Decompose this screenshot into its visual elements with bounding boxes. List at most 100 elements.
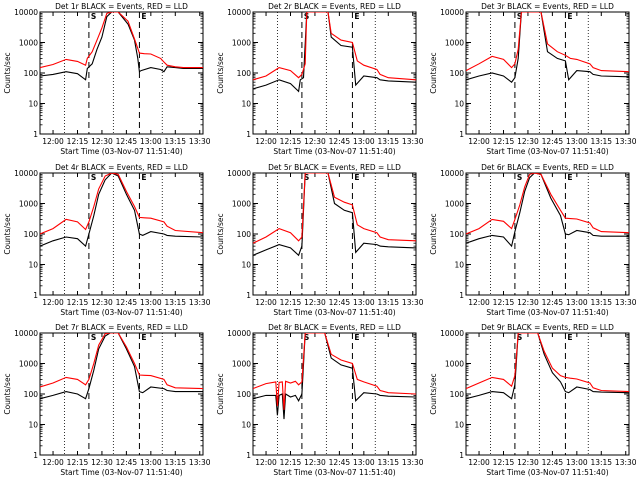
y-tick-label: 1	[246, 291, 251, 300]
x-tick-label: 13:30	[189, 458, 211, 467]
lld-series-line	[253, 333, 416, 410]
x-axis-label: Start Time (03-Nov-07 11:51:40)	[273, 147, 395, 156]
y-axis-label: Counts/sec	[429, 373, 438, 414]
y-tick-label: 100	[450, 390, 465, 399]
panel-9: S E 12:00 12:15 12:30 12:45 13:00 13:15 13:30 1 10…	[429, 323, 637, 477]
panel-4: S E 12:00 12:15 12:30 12:45 13:00 13:15 13:30 1 10…	[3, 163, 211, 317]
x-tick-label: 12:45	[542, 137, 564, 146]
y-tick-label: 1	[33, 291, 38, 300]
x-tick-label: 13:00	[140, 137, 162, 146]
y-tick-label: 10	[28, 100, 38, 109]
x-axis-label: Start Time (03-Nov-07 11:51:40)	[486, 308, 608, 317]
y-tick-label: 1	[459, 130, 464, 139]
x-tick-label: 13:15	[164, 298, 186, 307]
top-marker-e: E	[141, 333, 146, 342]
x-tick-label: 12:30	[304, 458, 326, 467]
x-tick-label: 13:30	[189, 298, 211, 307]
x-tick-label: 12:30	[517, 298, 539, 307]
y-tick-label: 100	[450, 69, 465, 78]
x-tick-label: 12:15	[67, 137, 89, 146]
panel-3: S E 12:00 12:15 12:30 12:45 13:00 13:15 13:30 1 10…	[429, 2, 637, 156]
x-tick-label: 13:15	[590, 137, 612, 146]
lld-series-line	[466, 333, 629, 393]
x-tick-label: 13:15	[164, 137, 186, 146]
y-tick-label: 1000	[445, 360, 464, 369]
top-marker-s: S	[91, 12, 96, 21]
x-tick-label: 12:15	[493, 458, 515, 467]
events-series-line	[40, 333, 203, 400]
events-series-line	[466, 333, 629, 400]
y-axis-label: Counts/sec	[429, 213, 438, 254]
y-tick-label: 10000	[227, 169, 251, 178]
x-tick-label: 12:00	[42, 298, 64, 307]
panel-title: Det 1r BLACK = Events, RED = LLD	[55, 2, 188, 11]
x-tick-label: 12:30	[517, 458, 539, 467]
x-tick-label: 13:00	[140, 458, 162, 467]
panel-5: S E 12:00 12:15 12:30 12:45 13:00 13:15 13:30 1 10…	[216, 163, 424, 317]
y-tick-label: 10	[241, 261, 251, 270]
x-tick-label: 13:00	[566, 137, 588, 146]
x-tick-label: 12:15	[280, 298, 302, 307]
x-tick-label: 12:15	[280, 458, 302, 467]
top-marker-e: E	[141, 173, 146, 182]
panel-title: Det 5r BLACK = Events, RED = LLD	[268, 163, 401, 172]
y-tick-label: 1000	[445, 39, 464, 48]
events-series-line	[40, 12, 203, 81]
y-axis-label: Counts/sec	[3, 373, 12, 414]
x-tick-label: 12:00	[42, 137, 64, 146]
panel-title: Det 4r BLACK = Events, RED = LLD	[55, 163, 188, 172]
y-tick-label: 100	[237, 230, 252, 239]
events-series-line	[466, 12, 629, 83]
lld-series-line	[466, 173, 629, 235]
x-tick-label: 13:00	[566, 458, 588, 467]
x-axis-label: Start Time (03-Nov-07 11:51:40)	[273, 468, 395, 477]
y-tick-label: 10	[454, 421, 464, 430]
x-tick-label: 12:45	[116, 298, 138, 307]
top-marker-s: S	[517, 173, 522, 182]
lld-series-line	[466, 12, 629, 73]
x-tick-label: 12:45	[542, 458, 564, 467]
top-marker-s: S	[91, 173, 96, 182]
y-tick-label: 10000	[227, 8, 251, 17]
y-tick-label: 1	[459, 291, 464, 300]
y-tick-label: 10000	[440, 8, 464, 17]
y-tick-label: 1000	[445, 200, 464, 209]
panel-title: Det 8r BLACK = Events, RED = LLD	[268, 323, 401, 332]
x-tick-label: 12:00	[468, 137, 490, 146]
y-axis-label: Counts/sec	[3, 213, 12, 254]
x-tick-label: 12:15	[67, 298, 89, 307]
x-axis-label: Start Time (03-Nov-07 11:51:40)	[273, 308, 395, 317]
x-tick-label: 13:00	[353, 458, 375, 467]
y-tick-label: 10000	[440, 329, 464, 338]
y-tick-label: 10	[28, 261, 38, 270]
y-tick-label: 10	[241, 421, 251, 430]
panel-2: S E12:00 12:15 12:30 12:45 13:00 13:15 13:30110…	[216, 2, 424, 156]
events-series-line	[253, 173, 416, 257]
y-tick-label: 10000	[440, 169, 464, 178]
top-marker-s: S	[517, 12, 522, 21]
panel-title: Det 3r BLACK = Events, RED = LLD	[481, 2, 614, 11]
x-tick-label: 13:30	[615, 298, 637, 307]
x-axis-label: Start Time (03-Nov-07 11:51:40)	[60, 147, 182, 156]
y-tick-label: 100	[237, 390, 252, 399]
x-tick-label: 13:15	[377, 137, 399, 146]
events-series-line	[253, 333, 416, 420]
x-tick-label: 13:30	[189, 137, 211, 146]
panel-title: Det 7r BLACK = Events, RED = LLD	[55, 323, 188, 332]
y-axis-label: Counts/sec	[216, 373, 225, 414]
lld-series-line	[40, 173, 203, 235]
x-tick-label: 12:30	[91, 458, 113, 467]
x-tick-label: 12:30	[304, 137, 326, 146]
y-tick-label: 1000	[232, 200, 251, 209]
y-tick-label: 1000	[232, 39, 251, 48]
x-tick-label: 12:30	[304, 298, 326, 307]
panel-title: Det 6r BLACK = Events, RED = LLD	[481, 163, 614, 172]
y-axis-label: Counts/sec	[216, 213, 225, 254]
events-series-line	[40, 173, 203, 248]
y-tick-label: 100	[24, 230, 39, 239]
x-tick-label: 12:00	[42, 458, 64, 467]
y-tick-label: 10000	[14, 329, 38, 338]
top-marker-s: S	[91, 333, 96, 342]
x-axis-label: Start Time (03-Nov-07 11:51:40)	[60, 308, 182, 317]
